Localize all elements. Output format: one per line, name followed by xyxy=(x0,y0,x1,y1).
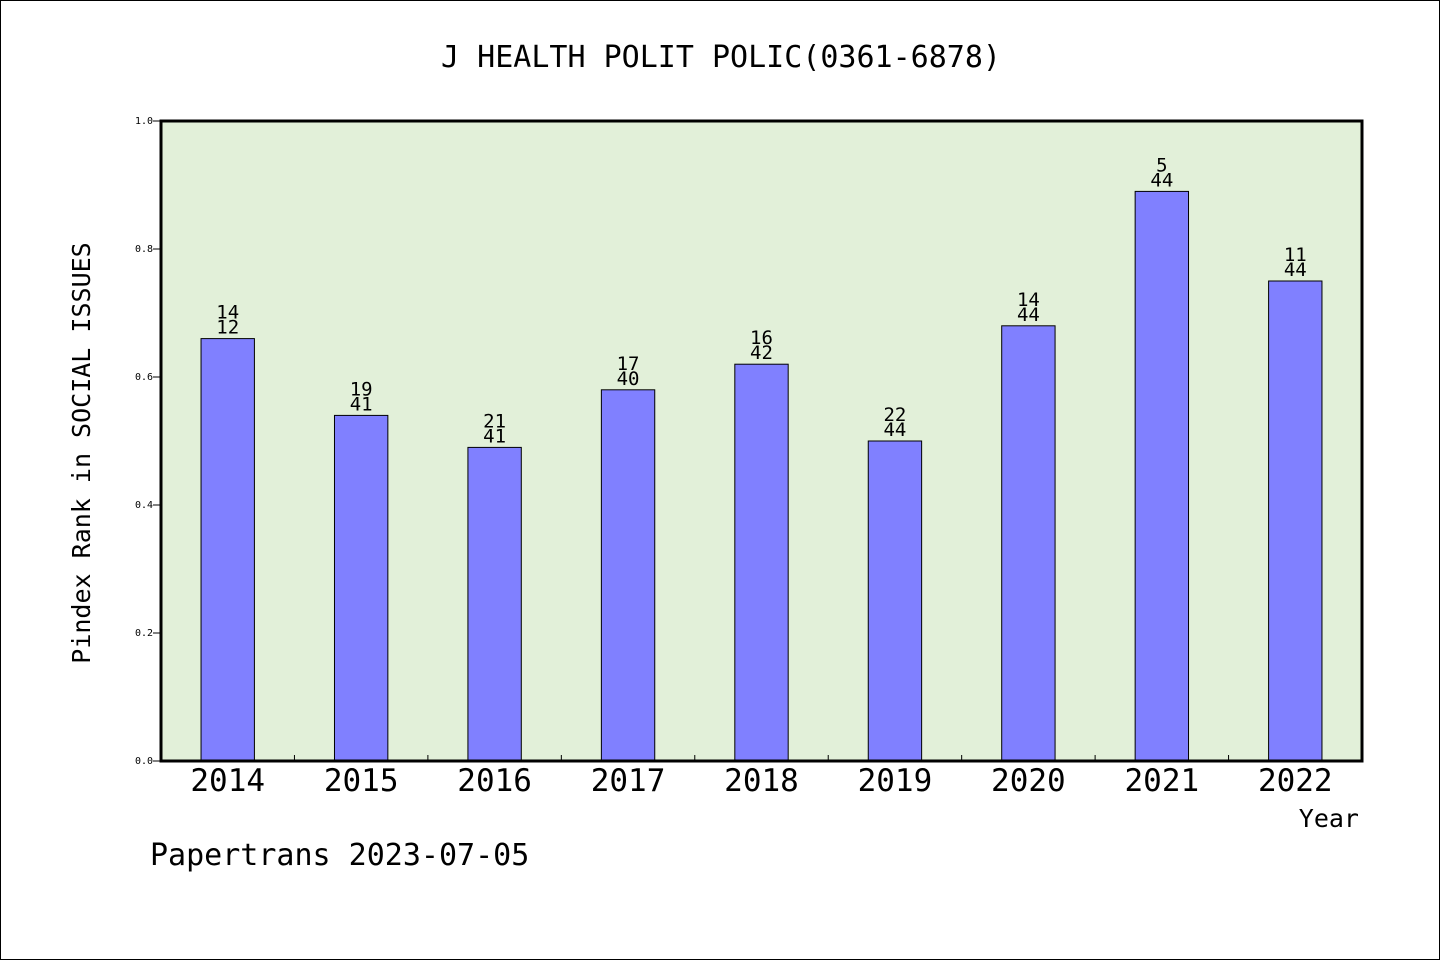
bar-rank-label: 16 xyxy=(750,327,773,349)
x-axis-label: Year xyxy=(1299,804,1359,833)
bar-2017 xyxy=(600,389,656,762)
y-axis: 0.0 0.2 0.4 0.6 0.8 1.0 xyxy=(135,116,161,767)
bar-2020 xyxy=(1001,325,1056,762)
bar-rank-label: 14 xyxy=(1017,289,1040,311)
bar-2021 xyxy=(1134,190,1190,762)
bar-2019 xyxy=(867,440,923,762)
x-tick-label: 2017 xyxy=(591,763,666,799)
y-tick-label: 0.8 xyxy=(135,244,153,255)
bar-total-label: 12 xyxy=(216,317,239,339)
bar-rank-label: 21 xyxy=(483,410,506,432)
x-tick-label: 2021 xyxy=(1125,763,1200,799)
y-tick-label: 0.2 xyxy=(135,628,153,639)
x-tick-label: 2019 xyxy=(858,763,933,799)
bar-rank-label: 17 xyxy=(617,353,640,375)
bar-2015 xyxy=(333,414,389,762)
bar-2016 xyxy=(467,446,522,762)
footer-text: Papertrans 2023-07-05 xyxy=(150,838,529,873)
bar-total-label: 44 xyxy=(1284,259,1307,281)
y-axis-label: Pindex Rank in SOCIAL ISSUES xyxy=(67,242,96,663)
x-tick-label: 2016 xyxy=(457,763,532,799)
x-tick-label: 2014 xyxy=(190,763,265,799)
bar-total-label: 44 xyxy=(1150,169,1173,191)
y-tick-label: 1.0 xyxy=(135,116,153,127)
bar-total-label: 41 xyxy=(350,393,373,415)
x-tick-label: 2022 xyxy=(1258,763,1333,799)
bar-total-label: 40 xyxy=(617,368,640,390)
plot-border xyxy=(159,119,1364,763)
x-tick-label: 2015 xyxy=(324,763,399,799)
x-tick-label: 2020 xyxy=(991,763,1066,799)
y-tick-label: 0.6 xyxy=(135,372,153,383)
x-axis: 2014 2015 2016 2017 2018 2019 2020 2021 2022 xyxy=(190,755,1333,799)
bar-rank-label: 11 xyxy=(1284,244,1307,266)
chart-title: J HEALTH POLIT POLIC(0361-6878) xyxy=(441,40,1001,75)
bar-rank-label: 14 xyxy=(216,302,239,324)
bar-2014 xyxy=(200,338,255,762)
x-tick-label: 2018 xyxy=(724,763,799,799)
y-tick-label: 0.0 xyxy=(135,756,153,767)
bar-rank-label: 19 xyxy=(350,378,373,400)
bar-2022 xyxy=(1268,280,1323,762)
bar-total-label: 44 xyxy=(1017,304,1040,326)
bar-total-label: 42 xyxy=(750,342,773,364)
bar-total-label: 44 xyxy=(883,419,906,441)
y-tick-label: 0.4 xyxy=(135,500,153,511)
bar-rank-label: 5 xyxy=(1156,154,1167,176)
bar-rank-label: 22 xyxy=(883,404,906,426)
bar-total-label: 41 xyxy=(483,425,506,447)
bar-2018 xyxy=(734,363,789,762)
